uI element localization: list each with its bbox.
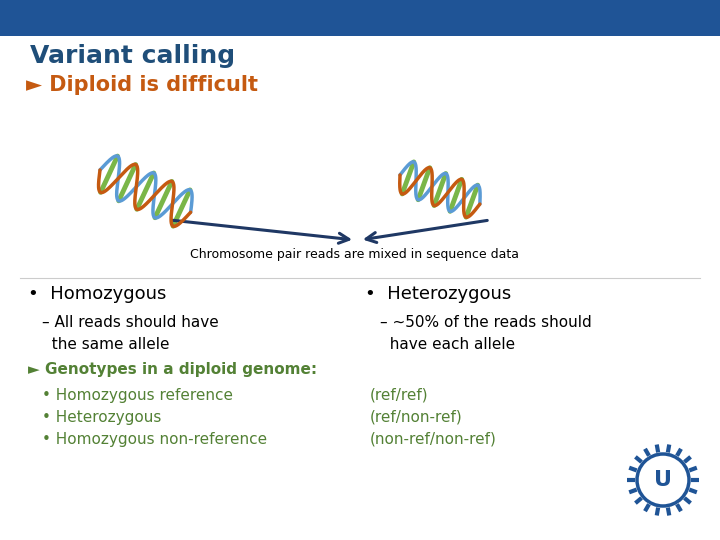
Text: •  Homozygous: • Homozygous bbox=[28, 285, 166, 303]
Text: ► Genotypes in a diploid genome:: ► Genotypes in a diploid genome: bbox=[28, 362, 317, 377]
Text: •  Heterozygous: • Heterozygous bbox=[365, 285, 511, 303]
Circle shape bbox=[637, 454, 689, 506]
Text: – All reads should have
  the same allele: – All reads should have the same allele bbox=[42, 315, 219, 352]
Text: U: U bbox=[654, 470, 672, 490]
Text: • Homozygous non-reference: • Homozygous non-reference bbox=[42, 432, 267, 447]
Text: • Homozygous reference: • Homozygous reference bbox=[42, 388, 233, 403]
Text: • Heterozygous: • Heterozygous bbox=[42, 410, 161, 425]
Text: Chromosome pair reads are mixed in sequence data: Chromosome pair reads are mixed in seque… bbox=[191, 248, 520, 261]
Text: (ref/ref): (ref/ref) bbox=[370, 388, 428, 403]
Text: (ref/non-ref): (ref/non-ref) bbox=[370, 410, 463, 425]
Bar bbox=[0, 0, 720, 36]
Text: (non-ref/non-ref): (non-ref/non-ref) bbox=[370, 432, 497, 447]
Text: Variant calling: Variant calling bbox=[30, 44, 235, 68]
Text: – ~50% of the reads should
  have each allele: – ~50% of the reads should have each all… bbox=[380, 315, 592, 352]
Text: ► Diploid is difficult: ► Diploid is difficult bbox=[26, 75, 258, 95]
